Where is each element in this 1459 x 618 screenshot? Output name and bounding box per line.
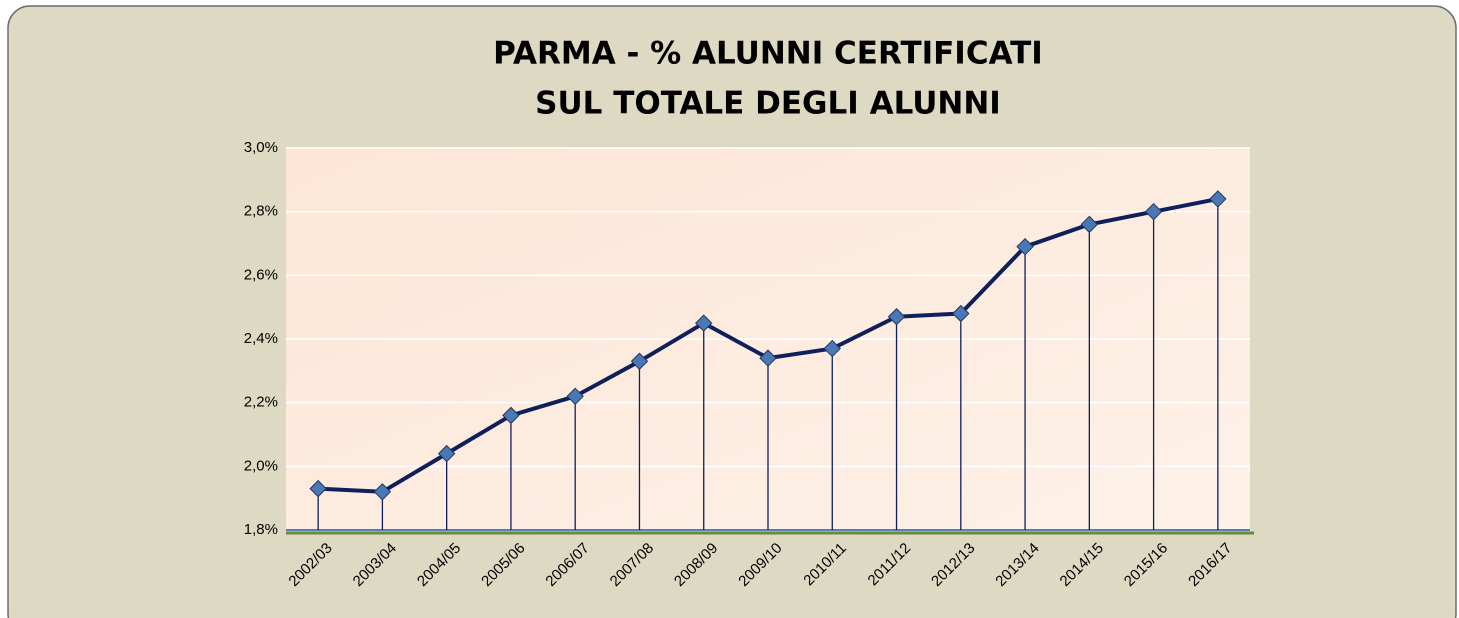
marker bbox=[373, 483, 392, 501]
marker bbox=[1209, 190, 1227, 208]
y-tick-label: 2,4% bbox=[244, 330, 278, 347]
y-tick-label: 2,2% bbox=[244, 394, 278, 411]
y-tick-label: 2,0% bbox=[244, 457, 278, 474]
marker bbox=[437, 444, 456, 463]
marker bbox=[566, 387, 584, 406]
marker bbox=[952, 304, 970, 323]
chart-title: PARMA - % ALUNNI CERTIFICATI bbox=[493, 36, 1043, 72]
chart-title: SUL TOTALE DEGLI ALUNNI bbox=[535, 86, 1001, 122]
marker bbox=[309, 479, 327, 498]
marker bbox=[759, 349, 777, 367]
marker bbox=[887, 308, 906, 326]
y-tick-label: 1,8% bbox=[244, 521, 278, 538]
y-tick-label: 2,8% bbox=[244, 203, 278, 220]
marker bbox=[1080, 215, 1099, 234]
marker bbox=[695, 314, 713, 332]
marker bbox=[1144, 202, 1163, 221]
y-tick-label: 3,0% bbox=[244, 139, 278, 156]
marker bbox=[1016, 237, 1034, 256]
y-tick-label: 2,6% bbox=[244, 266, 278, 283]
marker bbox=[630, 352, 649, 370]
marker bbox=[502, 406, 520, 425]
marker bbox=[823, 339, 841, 358]
